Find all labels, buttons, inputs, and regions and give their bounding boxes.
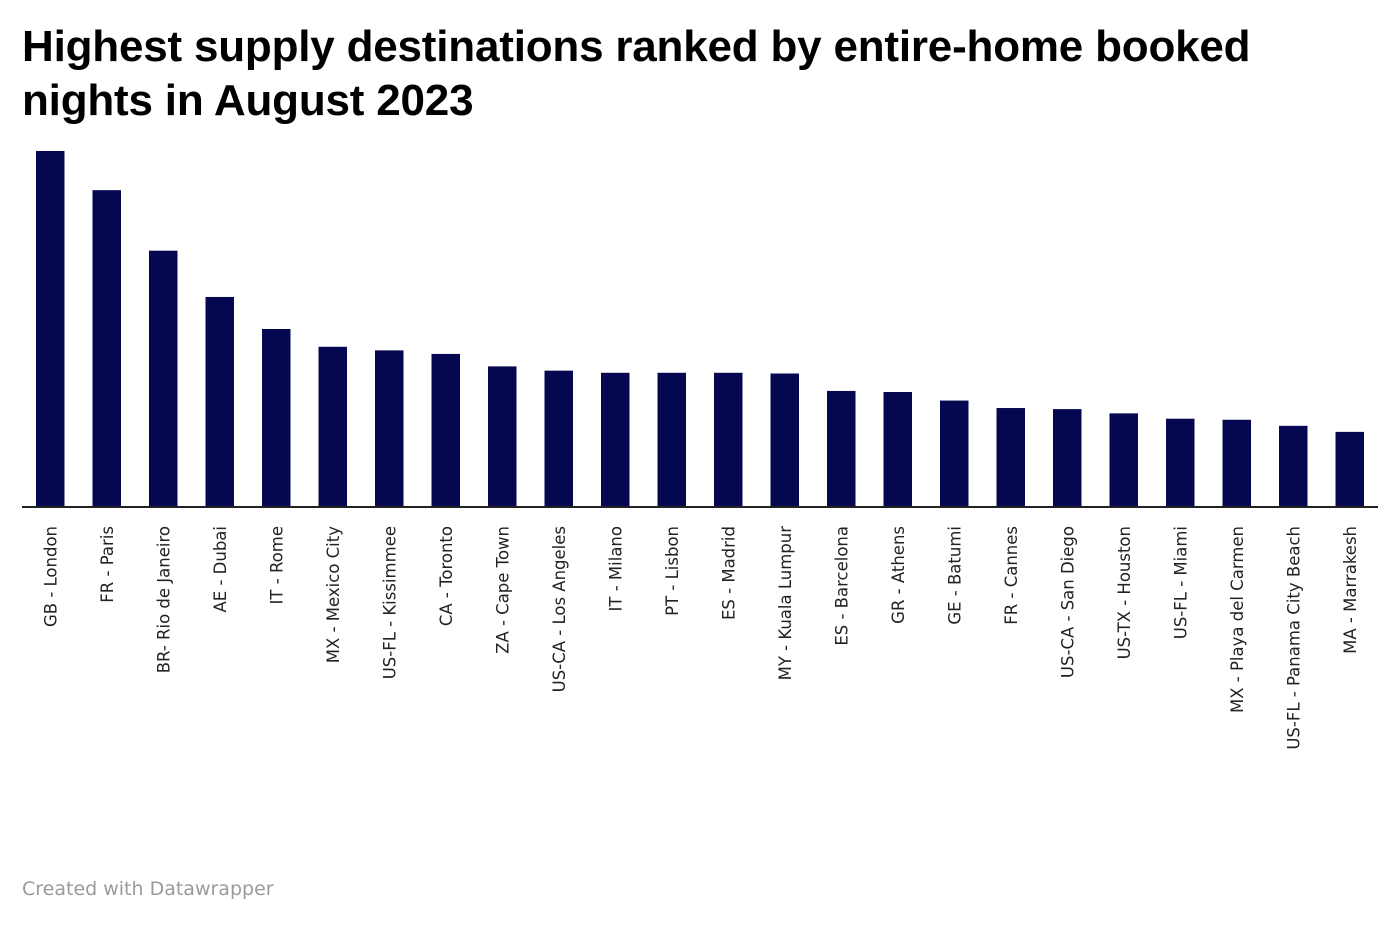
- category-label: ES - Barcelona: [832, 526, 851, 646]
- bar-21: [1222, 419, 1251, 507]
- bar-20: [1166, 418, 1195, 507]
- footer-credit: Created with Datawrapper: [22, 878, 274, 900]
- category-label: US-CA - Los Angeles: [550, 526, 569, 692]
- category-label: GE - Batumi: [945, 526, 964, 625]
- category-label: US-FL - Panama City Beach: [1284, 526, 1303, 750]
- category-label: US-FL - Miami: [1171, 526, 1190, 639]
- bar-13: [770, 373, 799, 507]
- bar-18: [1053, 409, 1082, 507]
- category-label: MX - Mexico City: [324, 526, 343, 663]
- category-label: MX - Playa del Carmen: [1228, 526, 1247, 713]
- bar-6: [375, 350, 404, 507]
- category-label: US-TX - Houston: [1115, 526, 1134, 659]
- bar-9: [544, 370, 573, 507]
- bar-15: [883, 392, 912, 507]
- category-label: CA - Toronto: [437, 526, 456, 626]
- bar-4: [262, 329, 291, 507]
- bar-11: [657, 372, 686, 507]
- bar-2: [149, 250, 178, 507]
- category-label: FR - Paris: [98, 526, 117, 603]
- bar-10: [601, 372, 630, 507]
- category-label: GR - Athens: [889, 526, 908, 624]
- chart-title: Highest supply destinations ranked by en…: [22, 22, 1251, 125]
- bar-16: [940, 400, 969, 507]
- bar-5: [318, 346, 347, 507]
- bar-17: [996, 408, 1025, 507]
- category-label: PT - Lisbon: [663, 526, 682, 616]
- bar-23: [1335, 431, 1364, 507]
- bars-group: [36, 151, 1364, 507]
- category-label: GB - London: [41, 526, 60, 627]
- category-label: US-FL - Kissimmee: [380, 526, 399, 679]
- category-label: FR - Cannes: [1002, 526, 1021, 625]
- category-labels-group: GB - London FR - Paris BR- Rio de Janeiro A…: [41, 526, 1360, 750]
- bar-22: [1279, 425, 1308, 507]
- category-label: US-CA - San Diego: [1058, 526, 1077, 678]
- category-label: ZA - Cape Town: [493, 526, 512, 654]
- category-label: MY - Kuala Lumpur: [776, 526, 795, 681]
- category-label: AE - Dubai: [211, 526, 230, 613]
- category-label: BR- Rio de Janeiro: [154, 526, 173, 673]
- bar-1: [92, 190, 121, 507]
- bar-0: [36, 151, 65, 507]
- category-label: ES - Madrid: [719, 526, 738, 620]
- category-label: MA - Marrakesh: [1341, 526, 1360, 654]
- category-label: IT - Milano: [606, 526, 625, 611]
- bar-3: [205, 296, 234, 507]
- bar-19: [1109, 413, 1138, 507]
- bar-8: [488, 366, 517, 507]
- category-label: IT - Rome: [267, 526, 286, 604]
- bar-14: [827, 390, 856, 507]
- bar-7: [431, 353, 460, 507]
- bar-12: [714, 372, 743, 507]
